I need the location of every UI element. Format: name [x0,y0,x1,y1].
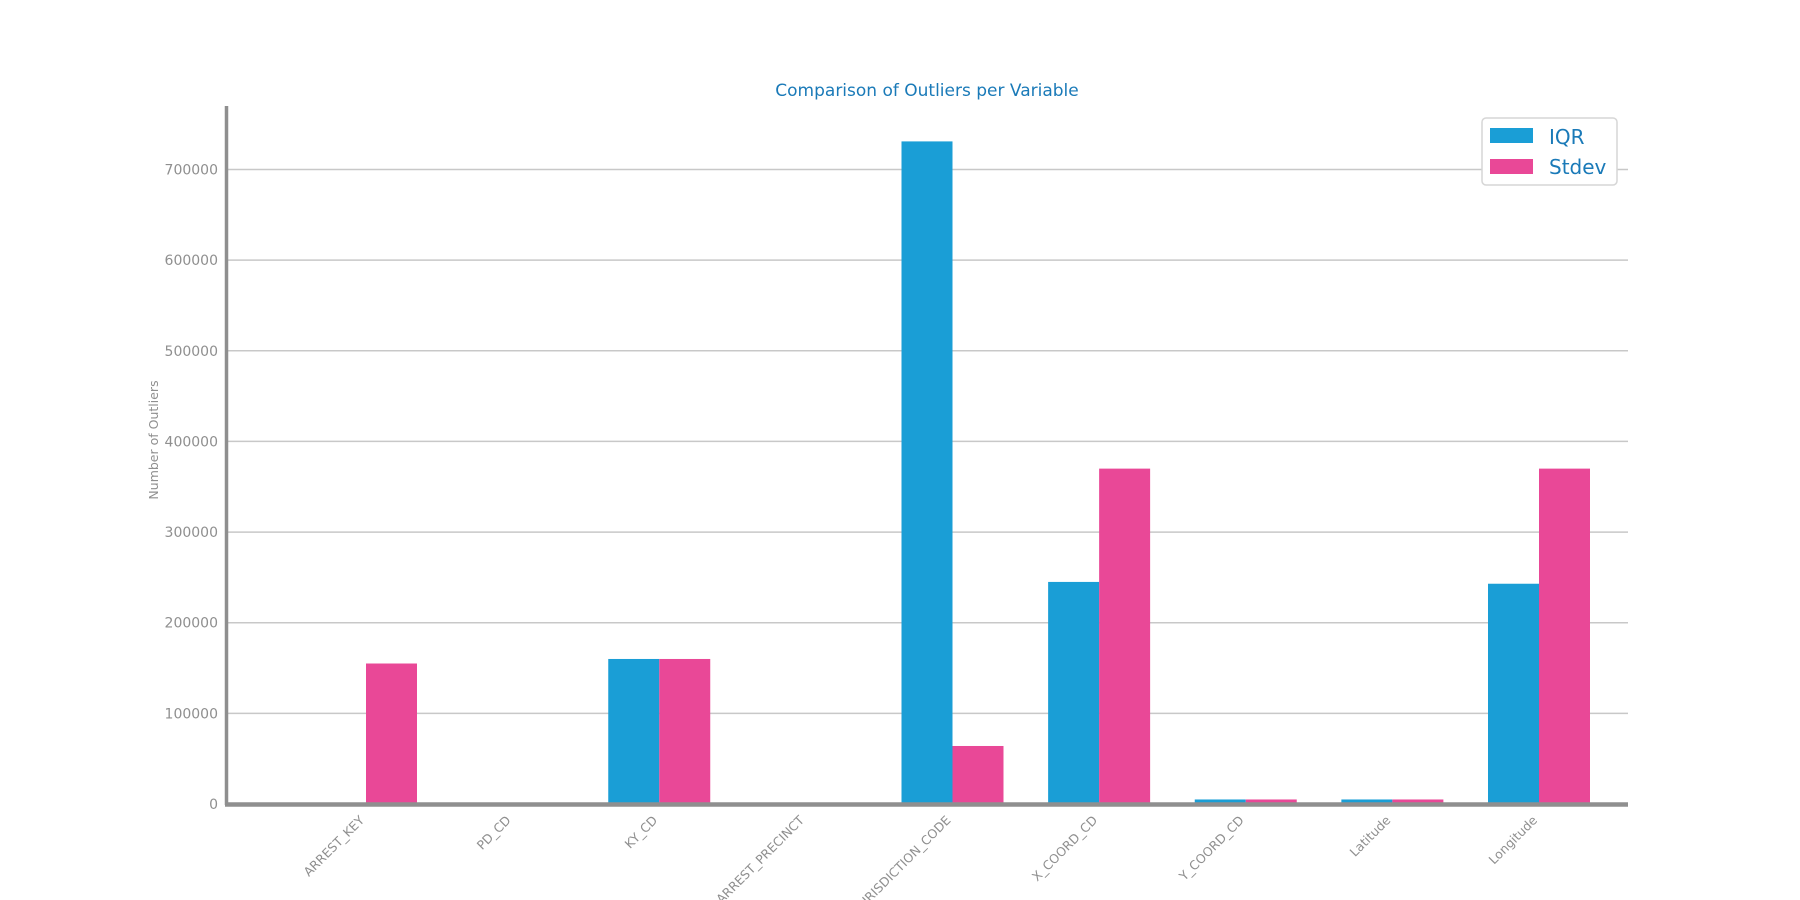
bars [366,141,1590,805]
chart-title: Comparison of Outliers per Variable [775,81,1078,101]
bar-stdev-arrest-key [366,663,417,804]
x-tick-label: ARREST_KEY [300,812,367,879]
y-tick-label: 700000 [165,163,218,179]
x-tick-label: ARREST_PRECINCT [713,812,807,900]
bar-iqr-longitude [1488,583,1539,804]
bar-iqr-x-coord-cd [1048,581,1100,804]
y-tick-label: 0 [209,797,218,813]
x-tick-label: PD_CD [474,813,514,853]
bar-stdev-jurisdiction-code [952,745,1004,804]
x-tick-label: JURISDICTION_CODE [852,812,954,900]
x-tick-label: Latitude [1347,812,1394,859]
x-tick-label: Y_COORD_CD [1175,813,1247,885]
y-tick-label: 300000 [165,525,218,541]
y-tick-label: 500000 [165,344,218,360]
y-axis-title: Number of Outliers [146,380,161,499]
legend-label-stdev: Stdev [1549,155,1607,179]
y-axis-ticks: 0 100000 200000 300000 400000 500000 600000 700… [165,163,218,814]
x-tick-label: Longitude [1486,812,1541,867]
y-tick-label: 400000 [165,434,218,450]
bar-stdev-ky-cd [659,658,711,804]
x-tick-label: X_COORD_CD [1029,813,1101,885]
y-tick-label: 600000 [165,253,218,269]
bar-stdev-longitude [1539,468,1590,804]
bar-iqr-y-coord-cd [1194,799,1246,804]
x-tick-label: KY_CD [621,813,660,852]
bar-stdev-y-coord-cd [1245,799,1297,804]
bar-iqr-jurisdiction-code [901,141,953,805]
y-tick-label: 100000 [165,706,218,722]
bar-stdev-latitude [1392,799,1444,804]
x-axis-ticks: ARREST_KEY PD_CD KY_CD ARREST_PRECINCT JURIS… [300,812,1540,900]
legend-swatch-iqr [1490,128,1533,143]
legend: IQR Stdev [1481,117,1618,186]
y-tick-label: 200000 [165,616,218,632]
bar-iqr-latitude [1341,799,1393,804]
bar-stdev-x-coord-cd [1099,468,1151,804]
bar-iqr-ky-cd [608,658,660,804]
legend-label-iqr: IQR [1549,125,1585,149]
legend-swatch-stdev [1490,159,1533,174]
